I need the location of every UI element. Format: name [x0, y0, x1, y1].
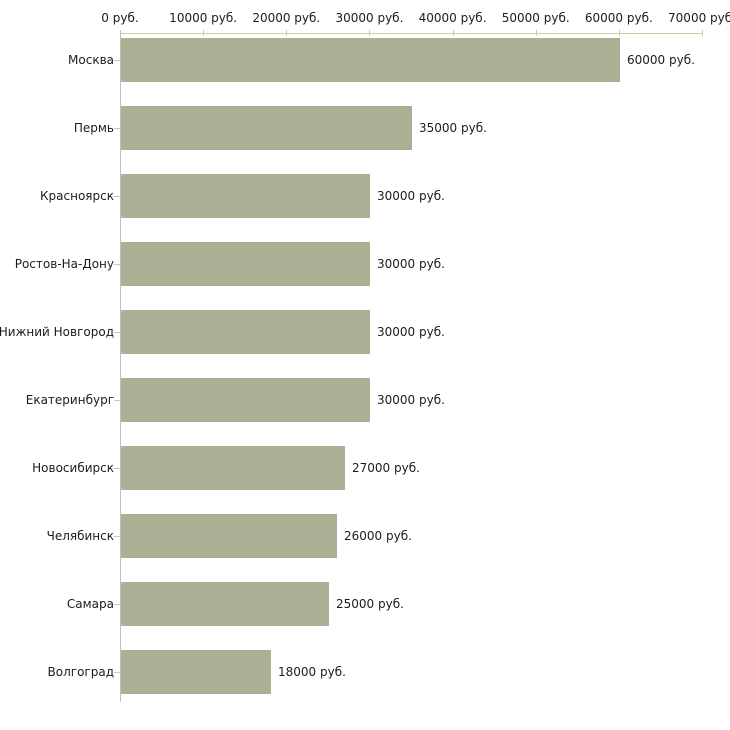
x-axis-tick-label: 10000 руб. — [169, 11, 238, 25]
category-tick-mark — [114, 60, 120, 61]
x-axis-tick-label: 20000 руб. — [252, 11, 321, 25]
bar — [121, 582, 329, 626]
category-tick-mark — [114, 604, 120, 605]
bar — [121, 446, 345, 490]
bar — [121, 106, 412, 150]
bar — [121, 38, 620, 82]
category-tick-mark — [114, 400, 120, 401]
x-axis-tick-label: 40000 руб. — [418, 11, 487, 25]
value-label: 60000 руб. — [627, 53, 695, 67]
value-label: 30000 руб. — [377, 393, 445, 407]
x-axis-tick-mark — [286, 30, 288, 36]
bar — [121, 310, 370, 354]
x-axis-tick-mark — [203, 30, 205, 36]
x-axis-tick-mark — [452, 30, 454, 36]
category-label: Москва — [68, 53, 114, 67]
x-axis-tick-mark — [369, 30, 371, 36]
y-axis-line — [120, 33, 121, 702]
value-label: 18000 руб. — [278, 665, 346, 679]
category-label: Самара — [66, 597, 114, 611]
bar — [121, 378, 370, 422]
x-axis-tick-mark — [702, 30, 703, 36]
value-label: 30000 руб. — [377, 189, 445, 203]
category-tick-mark — [114, 128, 120, 129]
category-label: Красноярск — [40, 189, 114, 203]
bar — [121, 242, 370, 286]
bar — [121, 174, 370, 218]
category-label: Волгоград — [47, 665, 114, 679]
category-tick-mark — [114, 672, 120, 673]
bar — [121, 514, 337, 558]
category-tick-mark — [114, 536, 120, 537]
category-tick-mark — [114, 264, 120, 265]
value-label: 25000 руб. — [336, 597, 404, 611]
category-label: Нижний Новгород — [0, 325, 114, 339]
category-tick-mark — [114, 196, 120, 197]
x-axis-tick-mark — [535, 30, 537, 36]
category-label: Екатеринбург — [25, 393, 114, 407]
x-axis-tick-label: 30000 руб. — [335, 11, 404, 25]
category-tick-mark — [114, 332, 120, 333]
x-axis-tick-mark — [618, 30, 620, 36]
category-tick-mark — [114, 468, 120, 469]
x-axis-tick-label: 50000 руб. — [501, 11, 570, 25]
value-label: 27000 руб. — [352, 461, 420, 475]
value-label: 30000 руб. — [377, 325, 445, 339]
x-axis-tick-label: 60000 руб. — [584, 11, 653, 25]
category-label: Новосибирск — [32, 461, 114, 475]
value-label: 35000 руб. — [419, 121, 487, 135]
value-label: 26000 руб. — [344, 529, 412, 543]
x-axis-tick-label: 0 руб. — [101, 11, 139, 25]
x-axis-line — [120, 33, 703, 34]
bar — [121, 650, 271, 694]
category-label: Пермь — [73, 121, 114, 135]
x-axis-tick-label: 70000 руб. — [668, 11, 730, 25]
category-label: Челябинск — [46, 529, 114, 543]
category-label: Ростов-На-Дону — [14, 257, 114, 271]
value-label: 30000 руб. — [377, 257, 445, 271]
